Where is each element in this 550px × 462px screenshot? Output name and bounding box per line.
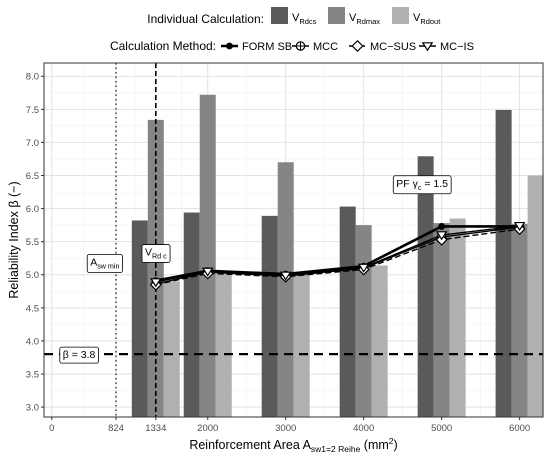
- line-legend-item: MCC: [292, 41, 338, 53]
- x-tick-label: 6000: [509, 423, 530, 434]
- bar-rdmax-5000: [433, 223, 450, 417]
- y-tick-label: 5.5: [26, 237, 39, 248]
- line-mc-is: [155, 225, 520, 283]
- bar-legend-label: VRdmax​: [349, 12, 380, 26]
- bar-legend-key: [328, 7, 345, 24]
- y-tick-label: 6.5: [26, 171, 39, 182]
- y-tick-label: 3.5: [26, 369, 39, 380]
- line-legend-title: Calculation Method:: [110, 39, 216, 53]
- axes: 3.0 3.5 4.0 4.5 5.0 5.5 6.0 6.5 7.0 7.5 8.0 0 824 133…: [7, 62, 544, 454]
- line-legend-item: FORM SB: [221, 41, 292, 53]
- line-legend: Calculation Method: FORM SB MCC MC−SUS MC−IS: [110, 39, 474, 53]
- pf-gamma-label: PF γc​ = 1.5: [392, 175, 452, 195]
- bar-rdcs-3000: [261, 215, 278, 417]
- bar-rdout-3000: [293, 274, 310, 417]
- beta-threshold-label-box: [59, 346, 99, 364]
- bar-legend-label: VRdcs​: [292, 12, 317, 26]
- beta-threshold-label: β = 3.8: [59, 346, 99, 364]
- line-legend-label: MC−IS: [440, 41, 474, 53]
- line-legend-label: FORM SB: [242, 41, 292, 53]
- asw-min-label: Asw min​: [86, 254, 123, 273]
- bar-rdcs-2000: [183, 212, 200, 417]
- marker-triangle-down: [513, 221, 526, 232]
- asw-min-label-box: [86, 254, 123, 273]
- bar-rdout-6000: [527, 175, 544, 417]
- bar-legend: Individual Calculation: VRdcs​ VRdmax​ VRdo…: [147, 7, 441, 26]
- bar-legend-key: [271, 7, 288, 24]
- line-legend-item: MC−SUS: [349, 39, 416, 53]
- plot-border: [43, 62, 544, 418]
- marker-triangle-down: [150, 278, 162, 288]
- y-tick-label: 7.5: [26, 105, 39, 116]
- x-tick-label: 5000: [431, 423, 452, 434]
- bar-rdout-2000: [215, 271, 232, 417]
- line-legend-label: MC−SUS: [370, 41, 416, 53]
- bar-rdcs-1334: [131, 220, 148, 417]
- bar-legend-title: Individual Calculation:: [147, 12, 264, 26]
- x-tick-label: 4000: [353, 423, 374, 434]
- bar-rdcs-5000: [417, 156, 434, 418]
- y-tick-label: 8.0: [26, 72, 39, 83]
- bar-rdmax-1334: [147, 119, 164, 418]
- vrdc-label-text: VRd c​: [145, 247, 167, 261]
- line-legend-label: MCC: [313, 41, 338, 53]
- y-tick-label: 7.0: [26, 138, 39, 149]
- line-legend-marker: [295, 41, 306, 51]
- marker-triangle-down: [279, 271, 292, 281]
- bar-rdmax-6000: [511, 223, 528, 417]
- marker-triangle-down: [357, 263, 370, 273]
- line-legend-marker: [421, 42, 434, 52]
- y-axis-title: Reliability Index β (−): [7, 181, 21, 298]
- y-tick-label: 4.0: [26, 336, 39, 347]
- bar-rdcs-4000: [339, 206, 356, 417]
- bar-legend-item: VRdout​: [392, 7, 441, 26]
- line-form-sb: [155, 225, 520, 282]
- vrdc-label-box: [141, 244, 171, 263]
- bar-rdmax-2000: [199, 94, 216, 418]
- pf-gamma-label-box: [392, 175, 452, 195]
- y-tick-label: 4.5: [26, 303, 39, 314]
- x-tick-label: 824: [108, 423, 124, 434]
- bar-rdcs-6000: [495, 109, 512, 418]
- bar-rdout-4000: [371, 265, 388, 417]
- x-tick-label: 3000: [275, 423, 296, 434]
- x-tick-label: 1334: [145, 423, 166, 434]
- legend-area: Individual Calculation: VRdcs​ VRdmax​ VRdo…: [110, 7, 474, 53]
- bar-legend-item: VRdcs​: [271, 7, 317, 26]
- y-tick-label: 3.0: [26, 403, 39, 414]
- marker-triangle-down: [201, 267, 214, 277]
- reference-lines: [44, 63, 543, 417]
- annotations: β = 3.8 Asw min​ VRd c​ PF γc​ = 1.5: [59, 175, 452, 364]
- line-mc-sus: [155, 228, 520, 286]
- bar-legend-label: VRdout​: [413, 12, 441, 26]
- line-legend-item: MC−IS: [419, 41, 474, 53]
- beta-threshold-label-text: β = 3.8: [63, 349, 96, 361]
- y-tick-label: 5.0: [26, 270, 39, 281]
- bar-legend-item: VRdmax​: [328, 7, 380, 26]
- line-legend-marker: [226, 42, 233, 50]
- vrdc-label: VRd c​: [141, 244, 171, 263]
- marker-dot: [438, 223, 446, 230]
- pf-gamma-label-text: PF γc​ = 1.5: [396, 178, 448, 192]
- asw-min-label-text: Asw min​: [90, 257, 119, 271]
- line-legend-marker: [351, 39, 364, 53]
- bar-rdmax-3000: [277, 162, 294, 417]
- x-axis-title: Reinforcement Area Asw1=2 Reihe​ (mm2​): [189, 436, 397, 454]
- x-tick-label: 2000: [197, 423, 218, 434]
- y-tick-label: 6.0: [26, 204, 39, 215]
- bar-legend-key: [392, 7, 409, 24]
- bar-rdout-5000: [449, 218, 466, 417]
- x-tick-label: 0: [49, 423, 54, 434]
- bar-rdmax-4000: [355, 225, 372, 417]
- marker-triangle-down: [435, 231, 448, 241]
- method-lines: [149, 221, 526, 291]
- bar-rdout-1334: [163, 281, 180, 417]
